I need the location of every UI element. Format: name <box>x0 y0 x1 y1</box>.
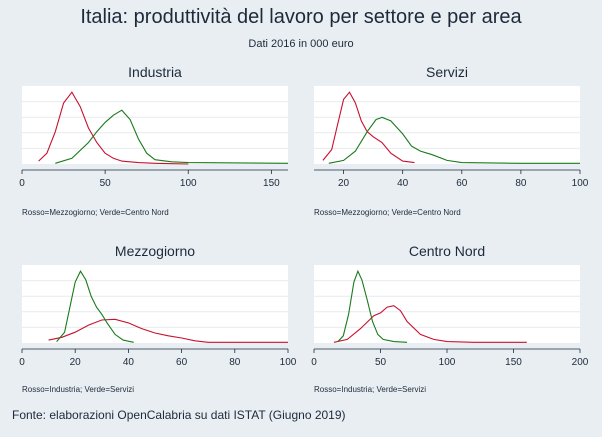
series-line-green <box>328 116 580 164</box>
series-line-green <box>337 269 408 343</box>
x-tick-label: 0 <box>19 357 25 368</box>
plot-area <box>314 265 580 343</box>
panel-centro-nord: Centro Nord 0 50 100 150 200 Rosso=Industria… <box>302 243 592 394</box>
plot-area <box>22 265 288 343</box>
panel-title: Centro Nord <box>408 243 486 259</box>
panel-note: Rosso=Mezzogiorno; Verde=Centro Nord <box>22 208 169 217</box>
x-tick-label: 20 <box>338 178 350 189</box>
x-tick-label: 20 <box>70 357 82 368</box>
series-line-red <box>322 91 415 164</box>
panel-industria: Industria 0 50 100 150 Rosso=Mezzogiorno; V… <box>10 64 300 217</box>
x-tick-label: 50 <box>100 178 112 189</box>
panel-note: Rosso=Industria; Verde=Servizi <box>22 385 135 394</box>
panel-note: Rosso=Mezzogiorno; Verde=Centro Nord <box>314 208 461 217</box>
panel-servizi: Servizi 20 40 60 80 100 Rosso=Mezzogiorno; V… <box>302 64 592 217</box>
x-tick-label: 100 <box>180 178 197 189</box>
chart-subtitle: Dati 2016 in 000 euro <box>248 38 354 50</box>
x-tick-label: 50 <box>375 357 387 368</box>
x-tick-label: 0 <box>19 178 25 189</box>
x-tick-label: 0 <box>311 357 317 368</box>
panel-title: Mezzogiorno <box>114 243 196 259</box>
panel-title: Industria <box>128 64 182 80</box>
x-tick-label: 40 <box>397 178 409 189</box>
x-tick-label: 40 <box>123 357 135 368</box>
panel-plot: 0 50 100 150 200 <box>311 265 589 368</box>
x-tick-label: 200 <box>572 357 589 368</box>
x-tick-label: 150 <box>505 357 522 368</box>
series-line-red <box>48 318 288 343</box>
panel-plot: 0 50 100 150 <box>19 86 289 189</box>
chart-title: Italia: produttività del lavoro per sett… <box>80 6 522 28</box>
x-tick-label: 80 <box>515 178 527 189</box>
panel-plot: 20 40 60 80 100 <box>314 86 589 189</box>
panel-mezzogiorno: Mezzogiorno 0 20 40 60 80 100 Rosso=Industria… <box>10 243 300 394</box>
x-tick-label: 60 <box>176 357 188 368</box>
series-line-red <box>333 305 527 343</box>
series-line-green <box>56 270 134 343</box>
series-line-green <box>55 109 289 164</box>
x-tick-label: 60 <box>456 178 468 189</box>
series-line-red <box>38 91 189 165</box>
x-tick-label: 100 <box>439 357 456 368</box>
x-tick-label: 100 <box>280 357 297 368</box>
x-tick-label: 100 <box>572 178 589 189</box>
plot-area <box>314 86 580 164</box>
source-note: Fonte: elaborazioni OpenCalabria su dati… <box>12 408 346 422</box>
x-tick-label: 150 <box>263 178 280 189</box>
plot-area <box>22 86 288 164</box>
panel-note: Rosso=Industria; Verde=Servizi <box>314 385 427 394</box>
x-tick-label: 80 <box>229 357 241 368</box>
panel-title: Servizi <box>425 64 468 80</box>
panel-plot: 0 20 40 60 80 100 <box>19 265 297 368</box>
